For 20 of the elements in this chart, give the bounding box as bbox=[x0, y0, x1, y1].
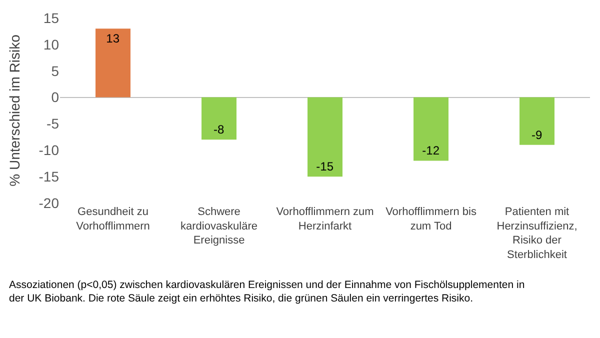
x-tick-label: Vorhofflimmern zum Herzinfarkt bbox=[276, 206, 374, 232]
data-label: 13 bbox=[106, 32, 120, 46]
x-tick-label: Schwere kardiovaskuläre Ereignisse bbox=[180, 206, 258, 247]
y-tick-label: -10 bbox=[38, 142, 60, 158]
x-tick-label: Vorhofflimmern bis zum Tod bbox=[386, 206, 477, 232]
x-tick-label: Patienten mit Herzinsuffizienz, Risiko der Sterblichkeit bbox=[496, 206, 578, 261]
y-tick-label: -5 bbox=[46, 116, 60, 132]
data-label: -12 bbox=[422, 144, 440, 158]
text: Assoziationen (p<0,05) zwischen kardiovaskulären Ereignissen und der Einnahme von Fischölsupplementen in der UK Biobank. Die rote Säule zeigt ein erhöhtes Risiko, die grünen Säulen ein verringertes Risiko. bbox=[9, 279, 525, 305]
data-label: -9 bbox=[532, 128, 542, 142]
y-tick-label: 15 bbox=[43, 10, 60, 26]
y-tick-label: -20 bbox=[38, 194, 60, 211]
data-label: -8 bbox=[214, 122, 224, 137]
y-tick-label: 5 bbox=[51, 62, 60, 79]
x-tick-label: Gesundheit zu Vorhofflimmern bbox=[76, 206, 150, 232]
y-tick-label: 10 bbox=[43, 36, 60, 52]
data-label: -15 bbox=[316, 160, 334, 174]
y-tick-label: -15 bbox=[38, 168, 60, 184]
y-axis-title: % Unterschied im Risiko bbox=[6, 34, 22, 186]
y-tick-label: 0 bbox=[51, 89, 60, 106]
